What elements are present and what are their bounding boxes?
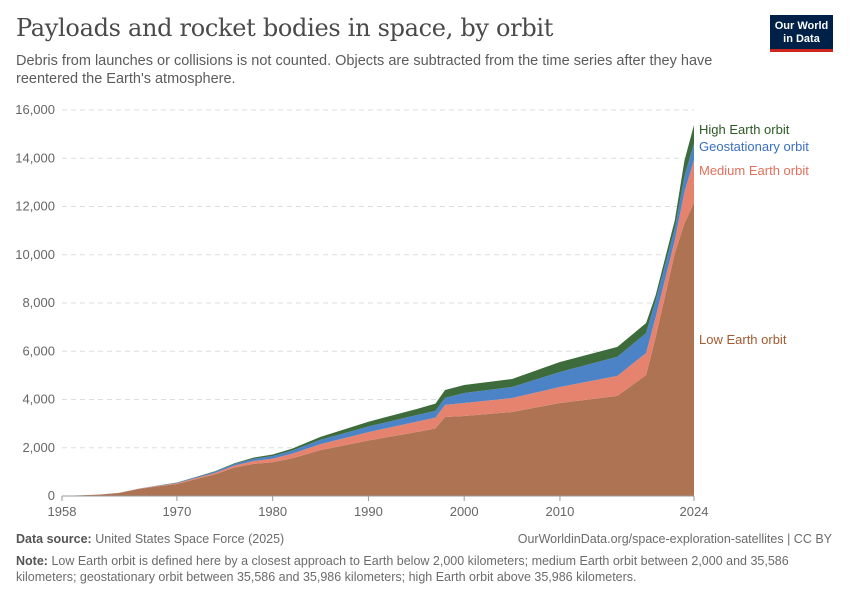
logo-line-1: Our World [774,20,829,32]
y-tick-label: 6,000 [22,343,55,358]
x-tick-label: 1970 [162,504,191,519]
y-tick-label: 8,000 [22,295,55,310]
chart-subtitle: Debris from launches or collisions is no… [16,53,713,87]
y-tick-label: 12,000 [15,199,55,214]
x-tick-label: 1980 [258,504,287,519]
note: Note: Low Earth orbit is defined here by… [16,553,836,585]
x-tick-label: 2010 [545,504,574,519]
stacked-area-chart: 0 2,000 4,000 6,000 8,000 10,000 12,000 14,000 1… [15,102,809,519]
y-tick-label: 2,000 [22,440,55,455]
note-label: Note: [16,554,48,568]
x-tick-label: 2000 [450,504,479,519]
legend-label-low-earth-orbit: Low Earth orbit [699,332,787,347]
y-tick-label: 4,000 [22,392,55,407]
logo-line-2: in Data [783,33,820,45]
source-text[interactable]: United States Space Force (2025) [95,532,285,546]
x-tick-label: 1990 [354,504,383,519]
area-high-earth-orbit [62,124,694,496]
legend-label-high-earth-orbit: High Earth orbit [699,122,790,137]
owid-logo[interactable]: Our World in Data [770,15,833,52]
y-tick-label: 0 [48,488,55,503]
chart-title: Payloads and rocket bodies in space, by … [16,14,554,42]
data-source: Data source: United States Space Force (… [16,532,284,546]
legend-label-medium-earth-orbit: Medium Earth orbit [699,163,809,178]
note-text: Low Earth orbit is defined here by a clo… [16,554,789,584]
legend-label-geostationary-orbit: Geostationary orbit [699,139,809,154]
x-tick-label: 2024 [680,504,709,519]
source-label: Data source: [16,532,92,546]
y-tick-label: 14,000 [15,150,55,165]
source-url[interactable]: OurWorldinData.org/space-exploration-sat… [517,532,832,546]
area-low-earth-orbit [62,202,694,496]
y-tick-label: 10,000 [15,247,55,262]
area-geostationary-orbit [62,143,694,496]
x-tick-label: 1958 [48,504,77,519]
y-tick-label: 16,000 [15,102,55,117]
